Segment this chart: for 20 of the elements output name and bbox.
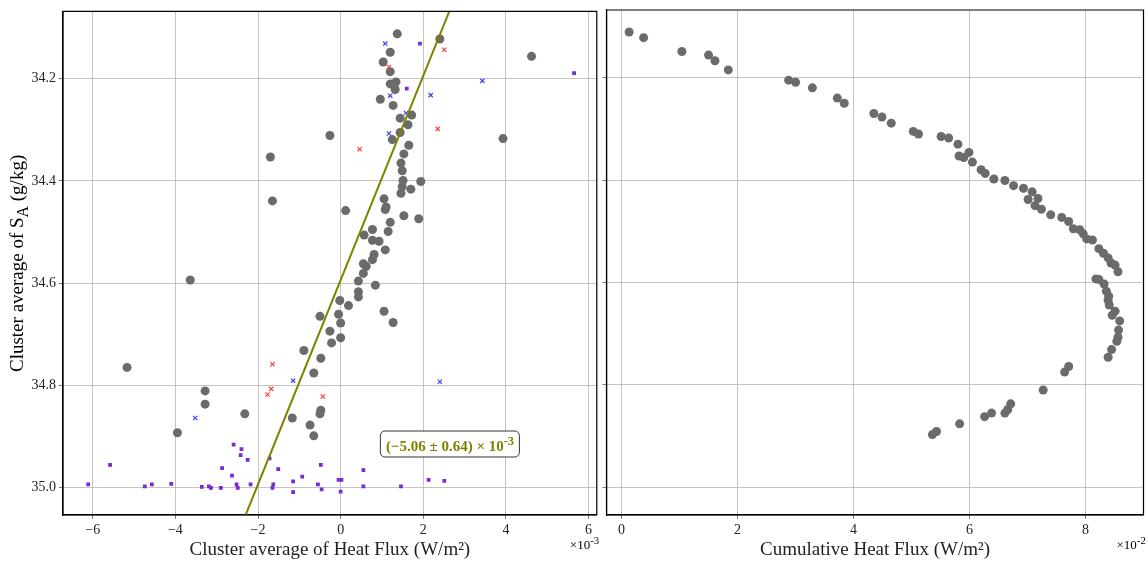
x-tick-label: 4 [502,522,510,538]
y-tick-label: 34.8 [31,376,56,392]
x-tick-label: 2 [419,522,427,538]
y-tick-label: 35.0 [31,479,56,495]
x-tick-label: −4 [167,522,183,538]
x-tick-label: −6 [85,522,101,538]
y-tick-label: 34.2 [31,70,56,86]
x-tick-label: 6 [966,522,974,538]
text: ×10$^{-2}$ [1116,534,1146,554]
annotation: (−5.06 ± 0.64) × 10$^{-3}$ [379,430,521,458]
y-tick-label: 34.6 [31,274,56,290]
x-tick-label: 0 [337,522,345,538]
x-tick-label: 0 [618,522,626,538]
x-tick-label: −2 [250,522,266,538]
x-axis-title: Cluster average of Heat Flux (W/m²) [189,537,471,560]
y-tick-label: 34.4 [31,172,56,188]
x-axis-title: Cumulative Heat Flux (W/m²) [760,537,990,560]
x-tick-label: 8 [1082,522,1090,538]
x-tick-label: 2 [734,522,742,538]
x-tick-label: 4 [850,522,858,538]
